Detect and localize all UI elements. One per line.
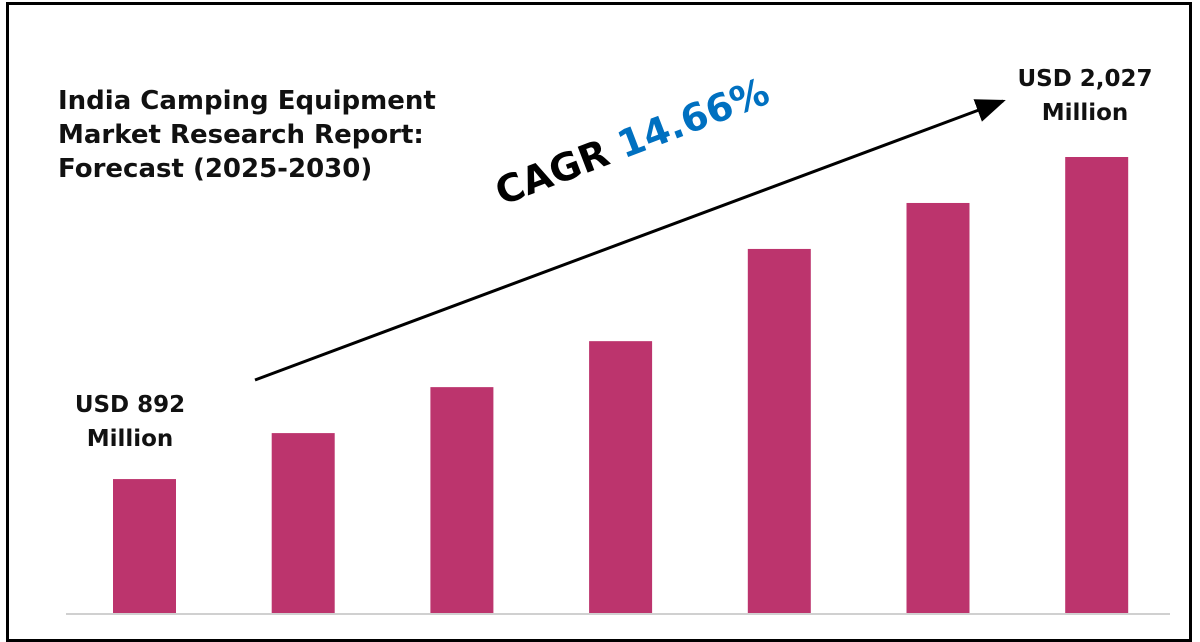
title-line-2: Market Research Report: <box>58 120 424 150</box>
last-value-line2: Million <box>1041 100 1129 126</box>
title-line-1: India Camping Equipment <box>58 86 436 116</box>
bar-4 <box>589 341 653 613</box>
bar-5 <box>747 248 811 613</box>
first-value-line2: Million <box>86 426 174 452</box>
growth-arrow <box>254 99 1006 382</box>
bar-3 <box>430 387 494 613</box>
bar-2 <box>271 433 335 613</box>
first-value-label: USD 892 Million <box>60 388 200 456</box>
bar-1 <box>113 479 176 613</box>
first-value-line1: USD 892 <box>74 392 186 418</box>
last-value-label: USD 2,027 Million <box>1005 62 1165 130</box>
bar-7 <box>1065 157 1129 613</box>
bar-6 <box>906 202 970 614</box>
chart-title: India Camping Equipment Market Research … <box>58 84 436 186</box>
last-value-line1: USD 2,027 <box>1017 66 1153 92</box>
title-line-3: Forecast (2025-2030) <box>58 154 373 184</box>
